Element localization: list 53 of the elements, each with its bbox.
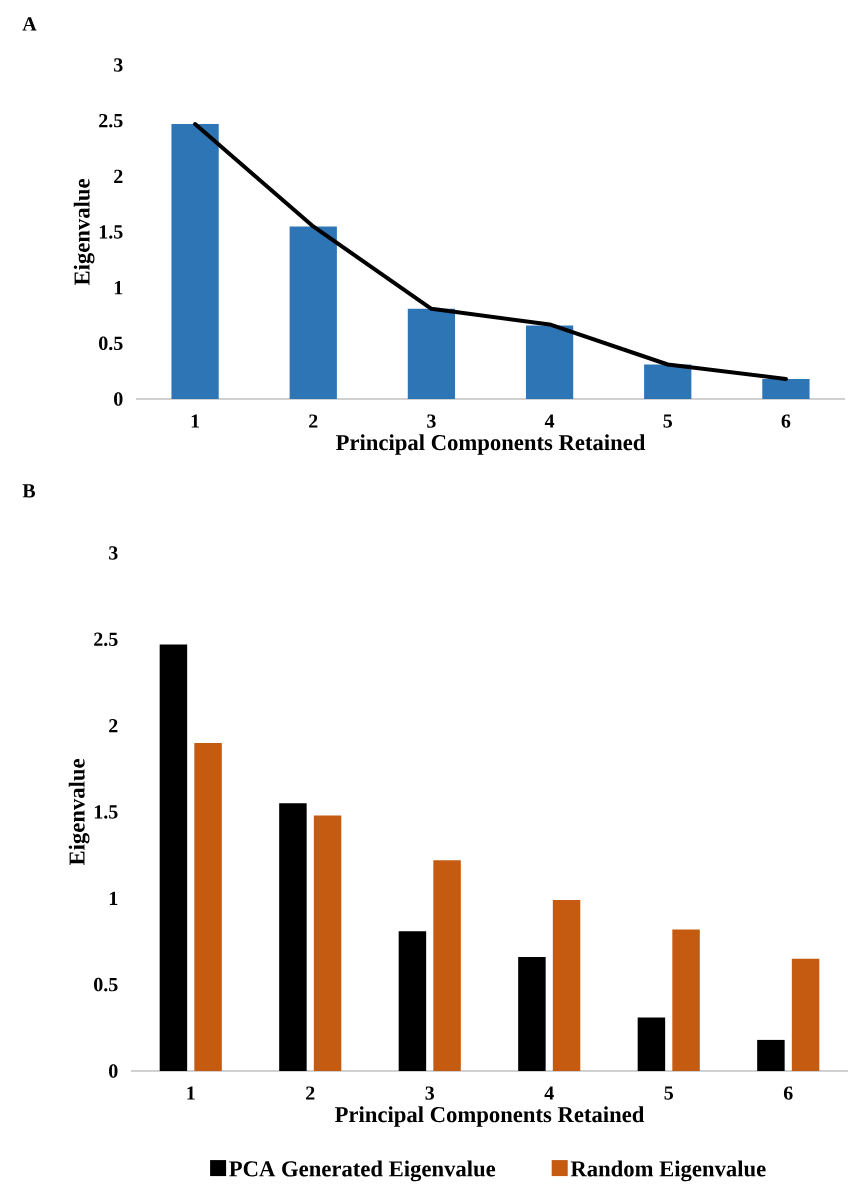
bar (762, 378, 810, 399)
x-tick-label: 1 (187, 1086, 195, 1100)
y-tick-label: 2.5 (94, 632, 118, 647)
x-tick-label: 6 (781, 414, 791, 428)
x-axis-title: Principal Components Retained (335, 1106, 645, 1127)
x-tick-label: 5 (663, 414, 673, 428)
bar (279, 803, 307, 1071)
y-tick-label: 3 (114, 58, 123, 72)
bar (552, 900, 581, 1071)
x-tick-label: 3 (427, 414, 436, 428)
bar (171, 124, 219, 399)
bar (672, 929, 700, 1071)
x-tick-label: 6 (783, 1086, 793, 1100)
y-tick-label: 1.5 (94, 805, 118, 819)
x-tick-label: 2 (309, 414, 318, 428)
bar (791, 958, 820, 1071)
y-tick-label: 0 (114, 392, 123, 406)
x-tick-label: 4 (544, 1086, 554, 1100)
x-tick-label: 4 (544, 414, 555, 428)
bar (159, 644, 188, 1071)
bar (433, 860, 461, 1071)
bar (757, 1039, 785, 1071)
x-tick-label: 2 (306, 1086, 315, 1100)
x-tick-label: 5 (664, 1086, 674, 1100)
bar (289, 226, 337, 399)
y-tick-label: 0.5 (94, 977, 118, 992)
chart-title: A (22, 17, 37, 31)
bar (518, 957, 546, 1071)
bar (644, 364, 692, 399)
y-axis-title: Eigenvalue (68, 759, 90, 866)
x-tick-label: 3 (425, 1086, 435, 1100)
y-tick-label: 3 (109, 546, 118, 560)
y-tick-label: 0.5 (99, 336, 123, 351)
y-tick-label: 0 (109, 1064, 118, 1078)
bar (637, 1017, 666, 1071)
y-tick-label: 1 (114, 281, 123, 295)
y-axis-title: Eigenvalue (73, 179, 95, 286)
bar (525, 325, 574, 399)
bar (313, 815, 342, 1071)
y-tick-label: 2 (109, 719, 118, 733)
y-tick-label: 1 (109, 891, 118, 905)
chart-title: B (22, 484, 36, 498)
line-series (193, 122, 788, 381)
bar (194, 742, 222, 1071)
y-tick-label: 2.5 (99, 113, 123, 128)
legend-label: PCA Generated Eigenvalue (229, 1160, 496, 1182)
bar (407, 308, 456, 399)
legend-label: Random Eigenvalue (570, 1160, 766, 1182)
y-tick-label: 1.5 (99, 225, 123, 239)
x-tick-label: 1 (191, 414, 200, 428)
x-axis-title: Principal Components Retained (336, 434, 646, 455)
y-tick-label: 2 (114, 169, 123, 183)
bar (398, 931, 427, 1071)
